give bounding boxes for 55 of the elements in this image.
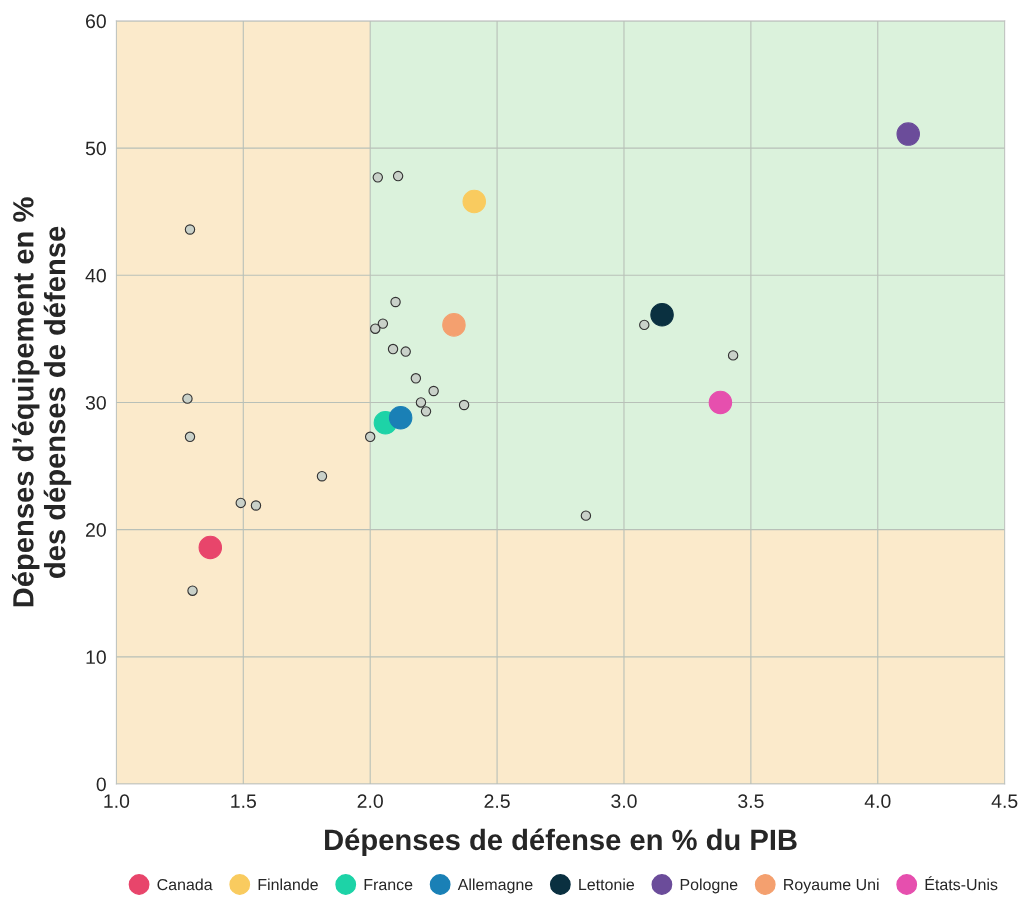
- x-tick-label: 2.0: [357, 794, 383, 809]
- point: [415, 397, 427, 408]
- point: [182, 393, 193, 404]
- legend-label: États-Unis: [925, 876, 998, 891]
- point: [187, 585, 198, 596]
- x-tick-label: 1.0: [104, 794, 130, 809]
- point: [442, 313, 466, 337]
- legend-label: Pologne: [680, 878, 738, 894]
- point: [896, 122, 920, 146]
- x-tick-label: 4.0: [864, 794, 891, 809]
- x-tick-label: 1.5: [231, 794, 256, 809]
- legend-label: Finlande: [258, 878, 318, 891]
- y-tick-label: 50: [85, 141, 106, 156]
- point: [708, 390, 733, 415]
- point: [639, 319, 650, 331]
- y-tick-label: 10: [86, 650, 106, 665]
- y-tick-label: 40: [85, 268, 106, 283]
- point: [250, 500, 262, 511]
- y-tick-label: 60: [86, 14, 106, 29]
- y-tick-label: 30: [85, 395, 106, 410]
- legend-label: Allemagne: [457, 878, 533, 894]
- point: [410, 373, 422, 384]
- legend-label: Canada: [157, 878, 213, 891]
- point: [650, 302, 674, 327]
- point: [184, 431, 196, 443]
- point: [462, 189, 486, 214]
- point: [316, 471, 328, 482]
- y-tick-label: 0: [96, 777, 106, 792]
- point: [388, 405, 413, 430]
- point: [400, 346, 411, 357]
- point: [392, 170, 404, 182]
- point: [458, 399, 470, 411]
- point: [364, 431, 376, 443]
- point: [377, 318, 389, 329]
- x-tick-label: 3.5: [738, 794, 764, 809]
- y-axis-title: Dépenses d’équipement en % des dépenses de défense: [11, 197, 72, 607]
- x-axis-title: Dépenses de défense en % du PIB: [325, 828, 797, 856]
- point: [198, 535, 223, 560]
- point: [387, 343, 399, 355]
- legend-label: France: [364, 879, 413, 891]
- legend-label: Lettonie: [579, 878, 635, 891]
- point: [184, 224, 196, 235]
- legend-label: Royaume Uni: [784, 878, 879, 894]
- x-tick-label: 2.5: [484, 794, 510, 809]
- x-tick-label: 4.5: [991, 794, 1018, 809]
- point: [370, 323, 381, 334]
- point: [372, 172, 384, 183]
- x-tick-label: 3.0: [611, 794, 637, 809]
- y-tick-label: 20: [86, 523, 106, 537]
- point: [580, 510, 592, 521]
- point: [428, 385, 439, 397]
- point: [390, 296, 401, 308]
- point: [235, 497, 246, 509]
- point: [420, 406, 432, 417]
- point: [727, 350, 739, 361]
